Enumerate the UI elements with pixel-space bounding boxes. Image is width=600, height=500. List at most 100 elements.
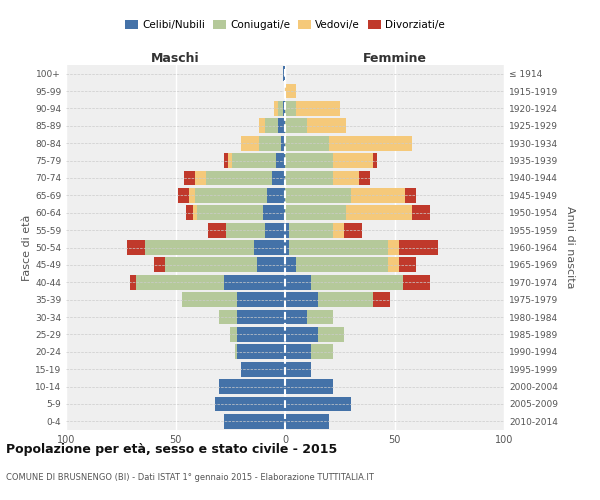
Bar	[373, 153, 377, 168]
Legend: Celibi/Nubili, Coniugati/e, Vedovi/e, Divorziati/e: Celibi/Nubili, Coniugati/e, Vedovi/e, Di…	[121, 16, 449, 34]
Bar	[285, 327, 318, 342]
Bar	[285, 170, 333, 186]
Bar	[399, 240, 438, 255]
Bar	[188, 188, 195, 202]
Y-axis label: Fasce di età: Fasce di età	[22, 214, 32, 280]
Bar	[237, 344, 285, 359]
Bar	[406, 188, 416, 202]
Bar	[241, 362, 285, 376]
Bar	[296, 258, 388, 272]
Bar	[285, 222, 289, 238]
Bar	[237, 310, 285, 324]
Bar	[285, 258, 296, 272]
Bar	[220, 310, 237, 324]
Bar	[230, 327, 237, 342]
Bar	[272, 170, 285, 186]
Bar	[127, 240, 145, 255]
Bar	[388, 258, 399, 272]
Bar	[237, 327, 285, 342]
Bar	[311, 275, 403, 289]
Bar	[265, 222, 285, 238]
Bar	[224, 275, 285, 289]
Bar	[164, 258, 257, 272]
Bar	[359, 170, 370, 186]
Bar	[130, 275, 136, 289]
Text: Femmine: Femmine	[362, 52, 427, 65]
Bar	[278, 118, 285, 133]
Text: COMUNE DI BRUSNENGO (BI) - Dati ISTAT 1° gennaio 2015 - Elaborazione TUTTITALIA.: COMUNE DI BRUSNENGO (BI) - Dati ISTAT 1°…	[6, 472, 374, 482]
Bar	[307, 310, 333, 324]
Bar	[285, 414, 329, 428]
Bar	[285, 84, 296, 98]
Bar	[187, 206, 193, 220]
Bar	[333, 170, 359, 186]
Bar	[215, 396, 285, 411]
Bar	[178, 188, 188, 202]
Bar	[265, 118, 278, 133]
Text: Maschi: Maschi	[151, 52, 200, 65]
Bar	[281, 136, 285, 150]
Bar	[259, 118, 265, 133]
Bar	[388, 240, 399, 255]
Bar	[182, 292, 237, 307]
Bar	[274, 101, 278, 116]
Bar	[276, 153, 285, 168]
Bar	[224, 414, 285, 428]
Bar	[285, 362, 311, 376]
Bar	[285, 275, 311, 289]
Bar	[224, 153, 228, 168]
Bar	[226, 222, 265, 238]
Bar	[318, 327, 344, 342]
Bar	[329, 136, 412, 150]
Bar	[285, 344, 311, 359]
Bar	[285, 396, 350, 411]
Y-axis label: Anni di nascita: Anni di nascita	[565, 206, 575, 289]
Bar	[289, 222, 333, 238]
Bar	[257, 258, 285, 272]
Bar	[237, 292, 285, 307]
Bar	[232, 153, 276, 168]
Bar	[278, 101, 283, 116]
Bar	[268, 188, 285, 202]
Bar	[220, 379, 285, 394]
Bar	[206, 170, 272, 186]
Bar	[259, 136, 281, 150]
Bar	[289, 240, 388, 255]
Bar	[197, 206, 263, 220]
Bar	[285, 101, 296, 116]
Bar	[285, 188, 350, 202]
Bar	[283, 101, 285, 116]
Bar	[241, 136, 259, 150]
Bar	[145, 240, 254, 255]
Bar	[285, 240, 289, 255]
Bar	[154, 258, 164, 272]
Bar	[263, 206, 285, 220]
Bar	[346, 206, 412, 220]
Bar	[344, 222, 362, 238]
Bar	[311, 344, 333, 359]
Bar	[136, 275, 224, 289]
Bar	[399, 258, 416, 272]
Bar	[285, 136, 329, 150]
Bar	[184, 170, 195, 186]
Bar	[350, 188, 406, 202]
Bar	[285, 292, 318, 307]
Bar	[373, 292, 390, 307]
Bar	[285, 310, 307, 324]
Bar	[296, 101, 340, 116]
Bar	[285, 118, 307, 133]
Bar	[228, 153, 232, 168]
Bar	[193, 206, 197, 220]
Bar	[333, 222, 344, 238]
Bar	[333, 153, 373, 168]
Bar	[285, 153, 333, 168]
Bar	[403, 275, 430, 289]
Bar	[208, 222, 226, 238]
Bar	[285, 379, 333, 394]
Bar	[412, 206, 430, 220]
Bar	[254, 240, 285, 255]
Bar	[195, 170, 206, 186]
Bar	[235, 344, 237, 359]
Bar	[318, 292, 373, 307]
Bar	[283, 66, 285, 81]
